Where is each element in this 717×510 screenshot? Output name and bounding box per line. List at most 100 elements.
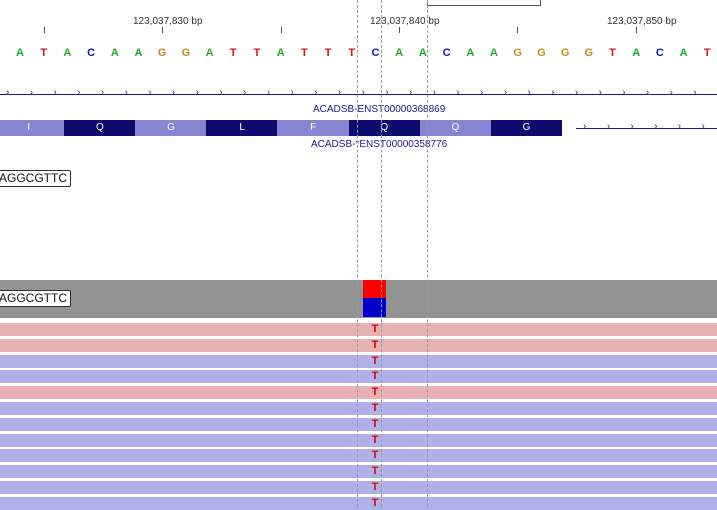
- base-A: A: [16, 47, 24, 59]
- read-bar[interactable]: [0, 433, 717, 447]
- exon-block[interactable]: F: [277, 120, 349, 136]
- exon-block[interactable]: G: [135, 120, 207, 136]
- read-mismatch-base: T: [371, 496, 379, 509]
- base-T: T: [348, 47, 356, 59]
- base-G: G: [584, 47, 594, 59]
- strand-arrow-icon: ›: [266, 87, 271, 98]
- strand-arrow-icon: ›: [551, 87, 555, 98]
- base-A: A: [110, 47, 119, 59]
- read-bar[interactable]: [0, 323, 717, 336]
- transcript-line-1: [0, 94, 717, 95]
- strand-arrow-icon: ›: [290, 87, 294, 98]
- strand-arrow-icon: ›: [337, 87, 342, 98]
- base-T: T: [253, 47, 261, 59]
- base-A: A: [205, 47, 214, 59]
- strand-arrow-icon: ›: [408, 87, 413, 98]
- base-T: T: [324, 47, 332, 59]
- read-bar[interactable]: [0, 449, 717, 463]
- softclip-sequence-box: AGGCGTTC: [0, 170, 71, 187]
- read-bar[interactable]: [0, 417, 717, 431]
- read-mismatch-base: T: [371, 370, 379, 383]
- center-guide-line: [381, 0, 382, 507]
- strand-arrow-icon: ›: [243, 87, 247, 98]
- strand-arrow-icon: ›: [503, 87, 508, 98]
- strand-arrow-icon: ›: [630, 121, 634, 132]
- base-C: C: [371, 47, 380, 59]
- strand-arrow-icon: ›: [77, 87, 81, 98]
- ruler-tick: [281, 27, 282, 33]
- read-mismatch-base: T: [371, 481, 379, 493]
- read-mismatch-base: T: [371, 465, 379, 478]
- strand-arrow-icon: ›: [361, 87, 365, 98]
- base-C: C: [442, 47, 451, 59]
- strand-arrow-icon: ›: [598, 87, 602, 98]
- base-G: G: [560, 47, 570, 59]
- exon-block[interactable]: L: [206, 120, 278, 136]
- exon-block[interactable]: Q: [419, 120, 492, 136]
- strand-arrow-icon: ›: [606, 121, 611, 132]
- exon-block[interactable]: Q: [348, 120, 421, 136]
- base-C: C: [87, 47, 96, 59]
- read-mismatch-base: T: [371, 402, 379, 414]
- read-bar[interactable]: [0, 465, 717, 479]
- ruler-tick: [44, 27, 45, 33]
- base-A: A: [679, 47, 688, 59]
- center-guide-line: [357, 0, 358, 507]
- strand-arrow-icon: ›: [622, 87, 626, 98]
- base-T: T: [703, 47, 711, 59]
- base-A: A: [490, 47, 498, 59]
- read-mismatch-base: T: [371, 338, 379, 351]
- strand-arrow-icon: ›: [432, 87, 436, 98]
- strand-arrow-icon: ›: [677, 121, 682, 132]
- read-bar[interactable]: [0, 481, 717, 494]
- strand-arrow-icon: ›: [480, 87, 484, 98]
- base-G: G: [181, 47, 191, 59]
- strand-arrow-icon: ›: [148, 87, 152, 98]
- strand-arrow-icon: ›: [195, 87, 199, 98]
- exon-block[interactable]: G: [490, 120, 563, 136]
- base-A: A: [418, 47, 427, 59]
- strand-arrow-icon: ›: [53, 87, 57, 98]
- base-G: G: [537, 47, 546, 59]
- strand-arrow-icon: ›: [100, 87, 105, 98]
- ruler-tick: [636, 27, 637, 33]
- read-bar[interactable]: [0, 402, 717, 415]
- read-mismatch-base: T: [371, 449, 379, 462]
- strand-arrow-icon: ›: [29, 87, 34, 98]
- exon-block[interactable]: I: [0, 120, 65, 136]
- ruler-tick: [162, 27, 163, 33]
- transcript-label-2[interactable]: ACADSB-*ENST00000358776: [311, 139, 448, 150]
- strand-arrow-icon: ›: [574, 87, 579, 98]
- base-T: T: [40, 47, 48, 59]
- strand-arrow-icon: ›: [314, 87, 318, 98]
- read-bar[interactable]: [0, 496, 717, 510]
- base-T: T: [609, 47, 616, 59]
- ruler-label: 123,037,840 bp: [370, 16, 440, 27]
- base-A: A: [276, 47, 285, 59]
- base-T: T: [301, 47, 308, 59]
- coverage-mismatch-alt[interactable]: [363, 298, 386, 317]
- strand-arrow-icon: ›: [527, 87, 531, 98]
- transcript-label-1[interactable]: ACADSB-ENST00000368869: [313, 104, 446, 115]
- base-A: A: [63, 47, 72, 59]
- coverage-mismatch-ref[interactable]: [363, 280, 386, 298]
- strand-arrow-icon: ›: [6, 87, 10, 98]
- ruler-tick: [517, 27, 518, 33]
- read-bar[interactable]: [0, 370, 717, 384]
- read-mismatch-base: T: [371, 433, 379, 446]
- base-A: A: [632, 47, 641, 59]
- coverage-band: [0, 280, 717, 318]
- exon-block[interactable]: Q: [64, 120, 136, 136]
- locus-readout-box: [427, 0, 541, 6]
- strand-arrow-icon: ›: [385, 87, 389, 98]
- read-bar[interactable]: [0, 386, 717, 400]
- read-bar[interactable]: [0, 338, 717, 352]
- base-C: C: [655, 47, 664, 59]
- cursor-guide-line: [427, 0, 428, 507]
- read-mismatch-base: T: [371, 386, 379, 399]
- ruler-tick: [399, 27, 400, 33]
- read-bar[interactable]: [0, 354, 717, 368]
- base-A: A: [134, 47, 143, 59]
- read-mismatch-base: T: [371, 323, 379, 335]
- strand-arrow-icon: ›: [124, 87, 128, 98]
